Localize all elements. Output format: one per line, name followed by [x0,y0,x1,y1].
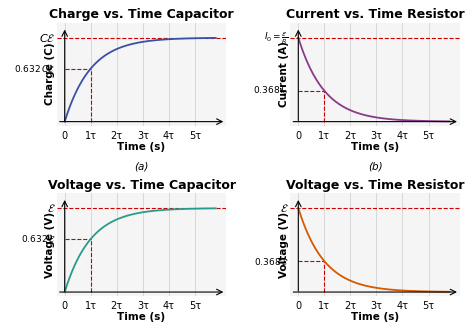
Y-axis label: Current (A): Current (A) [279,41,289,107]
Text: $0.632\,\mathcal{E}$: $0.632\,\mathcal{E}$ [20,233,55,244]
X-axis label: Time (s): Time (s) [351,142,399,152]
Y-axis label: Charge (C): Charge (C) [46,43,55,106]
Text: $C\mathcal{E}$: $C\mathcal{E}$ [39,32,55,44]
Text: (b): (b) [368,161,383,171]
Text: $0.368\,I_0$: $0.368\,I_0$ [253,84,289,97]
Y-axis label: Voltage (V): Voltage (V) [279,212,289,278]
X-axis label: Time (s): Time (s) [351,312,399,322]
Text: $0.368\,\mathcal{E}$: $0.368\,\mathcal{E}$ [254,256,289,267]
Y-axis label: Voltage (V): Voltage (V) [46,212,55,278]
Text: $I_0 = \frac{\mathcal{E}}{R}$: $I_0 = \frac{\mathcal{E}}{R}$ [264,30,289,46]
Text: $\mathcal{E}$: $\mathcal{E}$ [280,202,289,214]
Title: Current vs. Time Resistor: Current vs. Time Resistor [286,8,465,21]
Title: Voltage vs. Time Resistor: Voltage vs. Time Resistor [286,179,465,192]
Text: (a): (a) [134,161,149,171]
Title: Voltage vs. Time Capacitor: Voltage vs. Time Capacitor [47,179,236,192]
Text: $0.632\,C\mathcal{E}$: $0.632\,C\mathcal{E}$ [14,63,55,74]
Title: Charge vs. Time Capacitor: Charge vs. Time Capacitor [49,8,234,21]
X-axis label: Time (s): Time (s) [118,312,165,322]
X-axis label: Time (s): Time (s) [118,142,165,152]
Text: $\mathcal{E}$: $\mathcal{E}$ [46,202,55,214]
